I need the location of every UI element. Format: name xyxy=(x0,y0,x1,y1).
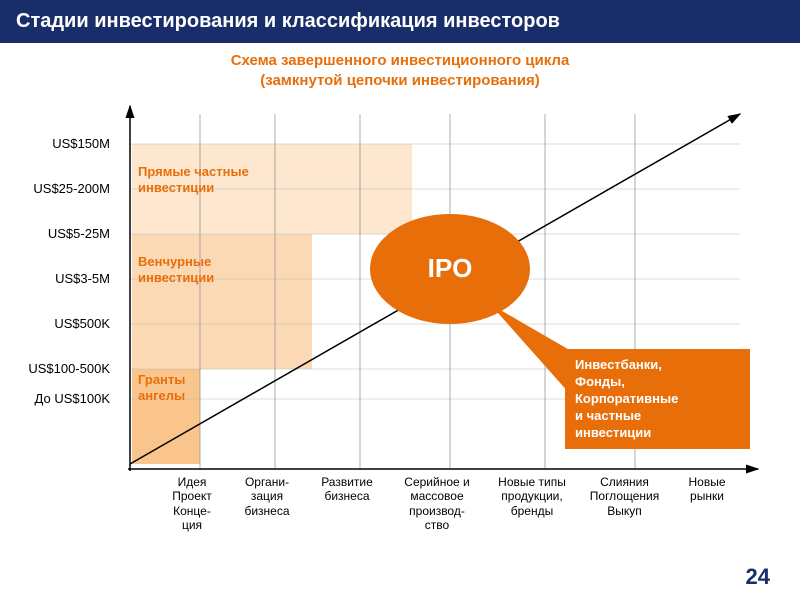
chart-title: Схема завершенного инвестиционного цикла… xyxy=(0,51,800,90)
y-tick-1: US$25-200M xyxy=(20,181,110,196)
title-line2: (замкнутой цепочки инвестирования) xyxy=(260,72,540,89)
slide-header: Стадии инвестирования и классификация ин… xyxy=(0,0,800,43)
x-tick-6: Новыерынки xyxy=(672,475,742,504)
x-tick-4: Новые типыпродукции,бренды xyxy=(487,475,577,518)
x-tick-0: ИдеяПроектКонце-ция xyxy=(157,475,227,533)
y-tick-6: До US$100K xyxy=(20,391,110,406)
ipo-label: IPO xyxy=(410,253,490,284)
x-tick-2: Развитиебизнеса xyxy=(307,475,387,504)
x-tick-5: СлиянияПоглощенияВыкуп xyxy=(582,475,667,518)
stage-label-1: Венчурныеинвестиции xyxy=(138,254,214,285)
title-line1: Схема завершенного инвестиционного цикла xyxy=(231,52,570,69)
x-tick-3: Серийное имассовоепроизвод-ство xyxy=(392,475,482,533)
y-tick-2: US$5-25M xyxy=(20,226,110,241)
y-tick-4: US$500K xyxy=(20,316,110,331)
stage-label-2: Прямые частныеинвестиции xyxy=(138,164,249,195)
y-tick-5: US$100-500K xyxy=(20,361,110,376)
y-tick-0: US$150M xyxy=(20,136,110,151)
chart-area: US$150M US$25-200M US$5-25M US$3-5M US$500K U… xyxy=(20,94,780,564)
x-tick-1: Органи-зациябизнеса xyxy=(232,475,302,518)
stage-label-0: Грантыангелы xyxy=(138,372,185,403)
page-number: 24 xyxy=(746,564,770,590)
callout-box: Инвестбанки,Фонды,Корпоративныеи частные… xyxy=(565,349,750,449)
y-tick-3: US$3-5M xyxy=(20,271,110,286)
